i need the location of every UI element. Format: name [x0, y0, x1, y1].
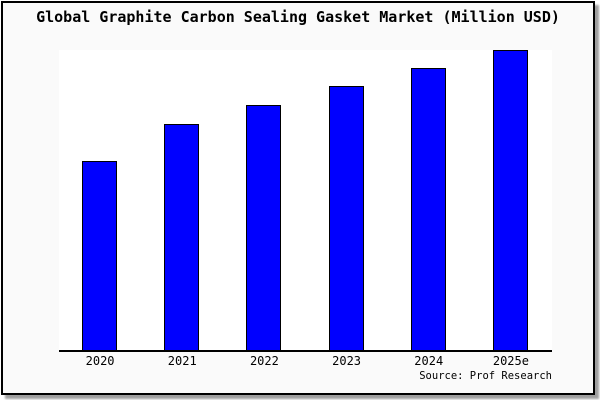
chart-frame: Global Graphite Carbon Sealing Gasket Ma…	[1, 1, 595, 395]
x-tick-label-2021: 2021	[167, 354, 197, 368]
bar-2023	[329, 86, 364, 350]
x-tick-label-2020: 2020	[85, 354, 115, 368]
bar-2022	[246, 105, 281, 350]
plot-area	[59, 50, 552, 352]
x-tick-label-2024: 2024	[414, 354, 444, 368]
x-axis-tick-labels: 2020 2021 2022 2023 2024 2025e	[59, 354, 552, 370]
x-tick-label-2025e: 2025e	[492, 354, 529, 368]
source-credit: Source: Prof Research	[419, 370, 552, 382]
bar-2020	[82, 161, 117, 350]
chart-title: Global Graphite Carbon Sealing Gasket Ma…	[36, 8, 560, 26]
x-tick-label-2022: 2022	[249, 354, 279, 368]
bar-2024	[411, 68, 446, 350]
x-tick-label-2023: 2023	[332, 354, 362, 368]
bar-2021	[164, 124, 199, 350]
bar-2025e	[493, 50, 528, 350]
